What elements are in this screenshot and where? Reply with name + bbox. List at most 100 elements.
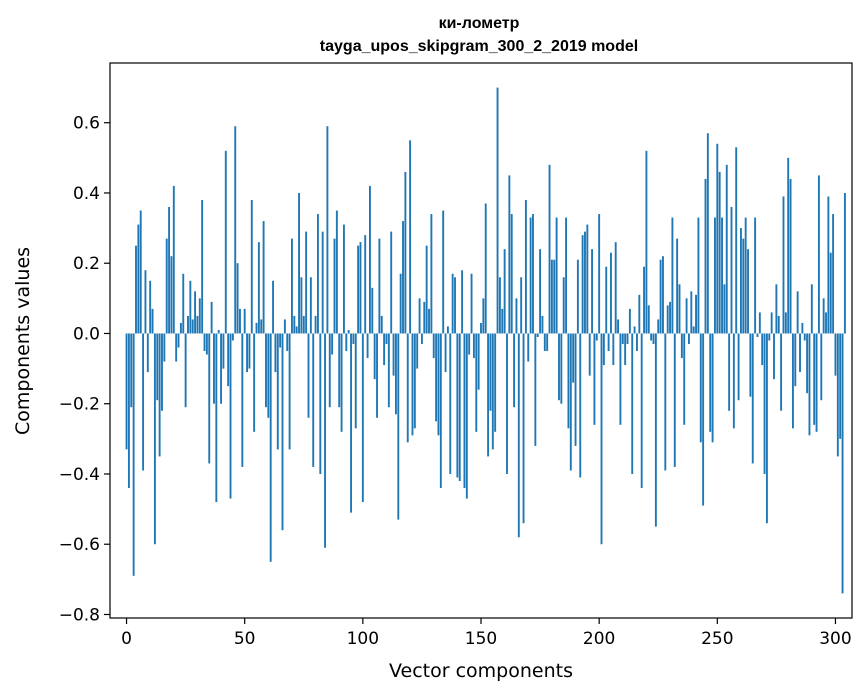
bar-187 [567,333,570,429]
bar-84 [324,333,326,548]
bar-14 [158,333,161,457]
bar-156 [494,333,497,432]
bar-171 [529,217,532,334]
bar-107 [378,238,381,334]
bar-266 [754,217,757,334]
bar-242 [697,217,700,334]
bar-98 [357,245,360,334]
x-tick-label: 250 [701,629,733,649]
bar-25 [184,333,187,408]
bar-108 [380,315,383,334]
bar-194 [584,231,586,334]
y-tick-label: −0.6 [59,535,100,555]
bar-128 [428,308,430,334]
bar-188 [569,333,572,471]
y-axis-ticks: −0.8 −0.6 −0.4 −0.2 0.0 0.2 0.4 0.6 [59,114,110,625]
bar-168 [522,333,525,524]
bar-234 [678,284,681,334]
x-tick-label: 300 [819,629,851,649]
bar-97 [354,333,357,429]
plot-frame [109,62,853,619]
bar-240 [692,326,695,334]
bar-301 [836,333,839,457]
bar-258 [735,147,738,334]
bar-4 [135,245,137,334]
bar-269 [761,333,764,366]
bar-235 [680,333,683,359]
bar-185 [562,277,565,334]
bar-80 [314,315,317,334]
bar-228 [664,333,667,471]
bar-144 [465,333,468,499]
bar-294 [820,333,823,401]
bar-20 [172,185,175,334]
bar-276 [777,315,780,334]
bar-193 [581,235,584,334]
bar-86 [328,333,331,408]
bar-159 [501,308,504,334]
bar-173 [534,333,537,446]
bar-291 [813,333,816,425]
bar-133 [439,333,442,489]
bar-3 [132,333,135,576]
bar-147 [472,333,475,359]
bar-73 [298,192,300,334]
bar-265 [751,333,754,464]
bar-243 [699,333,702,443]
bar-44 [229,333,232,499]
bar-151 [482,298,485,334]
bar-49 [241,333,244,467]
bar-141 [458,333,461,481]
bar-295 [822,298,825,334]
bar-190 [574,333,577,446]
bar-272 [768,333,771,341]
bar-15 [161,333,163,411]
bar-165 [515,298,518,334]
bar-135 [444,333,447,373]
bar-76 [305,231,308,334]
bar-184 [560,333,563,404]
bar-262 [744,217,747,334]
bar-90 [338,333,341,408]
bar-43 [227,333,230,387]
bar-68 [286,333,289,352]
bar-296 [825,312,827,334]
bar-136 [446,326,449,334]
bar-71 [293,315,296,334]
bar-91 [340,333,343,432]
bar-222 [650,333,653,341]
bar-28 [191,319,194,334]
chart-subtitle: tayga_upos_skipgram_300_2_2019 model [320,38,638,55]
bar-67 [283,319,286,334]
bar-131 [435,333,438,422]
bar-167 [520,277,523,334]
bar-259 [737,333,740,401]
bar-164 [513,333,516,408]
bar-99 [359,242,362,334]
y-tick-label: 0.0 [73,324,100,344]
bar-78 [309,277,312,334]
bar-134 [442,210,445,334]
bar-299 [832,214,835,334]
bar-285 [799,333,801,373]
bar-154 [489,333,492,411]
bar-110 [385,333,388,345]
bar-271 [765,333,768,524]
bar-50 [243,308,246,334]
bar-114 [394,333,397,415]
bar-208 [617,319,619,334]
bar-21 [175,333,178,362]
y-axis-label: Components values [12,247,34,435]
bar-237 [685,298,688,334]
bar-30 [196,315,199,334]
bar-287 [803,333,806,341]
x-tick-label: 0 [121,629,132,649]
bar-279 [784,312,787,334]
bar-83 [321,231,324,334]
bar-92 [343,224,345,334]
bar-211 [624,333,627,366]
bar-113 [392,333,395,376]
bar-257 [732,333,735,429]
bar-127 [425,245,428,334]
bar-182 [555,217,558,334]
